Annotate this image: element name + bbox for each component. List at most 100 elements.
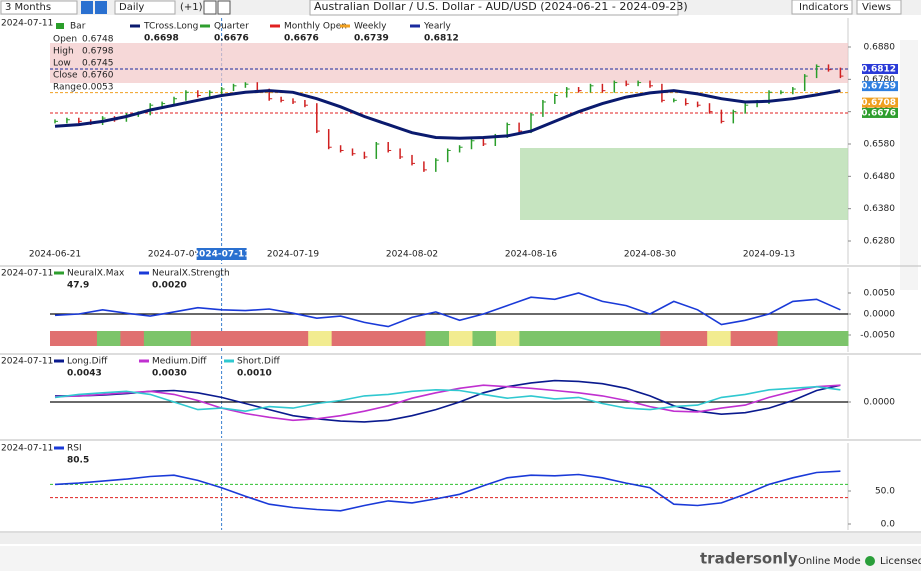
- x-tick-label: 2024-09-13: [743, 250, 795, 260]
- price-tag-label: 0.6708: [861, 98, 896, 108]
- signal-cell: [801, 331, 826, 346]
- legend-value: 0.6739: [354, 34, 389, 44]
- legend-value: 0.0020: [152, 281, 187, 291]
- cursor-date: 2024-07-11: [1, 444, 53, 454]
- price-tag-label: 0.6812: [861, 64, 896, 74]
- symbol-box[interactable]: [309, 0, 679, 16]
- signal-cell: [542, 331, 567, 346]
- legend-name: Medium.Diff: [152, 357, 207, 367]
- signal-cell: [636, 331, 661, 346]
- signal-cell: [472, 331, 497, 346]
- offset-text: (+1): [180, 2, 203, 13]
- signal-cell: [73, 331, 98, 346]
- legend-name: NeuralX.Strength: [152, 269, 230, 279]
- y-tick-label: 0.0000: [864, 398, 896, 408]
- legend-name: Monthly Open: [284, 22, 347, 32]
- indicator-line: [54, 385, 841, 413]
- zoom-out[interactable]: [95, 1, 107, 14]
- price-tag-label: 0.6759: [861, 82, 896, 92]
- legend-value: 80.5: [67, 456, 89, 466]
- signal-cell: [355, 331, 380, 346]
- status-bar: [0, 546, 921, 571]
- price-tag: [862, 97, 898, 108]
- signal-cell: [449, 331, 473, 346]
- legend-value: 0.0043: [67, 369, 102, 379]
- indicators-text: Indicators: [799, 2, 848, 13]
- signal-cell: [284, 331, 309, 346]
- range-select[interactable]: [0, 0, 78, 15]
- tool-column: [900, 40, 918, 290]
- signal-cell: [613, 331, 638, 346]
- signal-cell: [261, 331, 286, 346]
- tcross-line: [54, 89, 841, 140]
- signal-cell: [331, 331, 356, 346]
- y-tick-label: 0.6280: [864, 237, 896, 247]
- legend-name: TCross.Long: [143, 22, 198, 32]
- legend-name: Quarter: [214, 22, 249, 32]
- interval-select[interactable]: [114, 0, 176, 15]
- signal-cell: [589, 331, 614, 346]
- remove-button[interactable]: [217, 0, 231, 15]
- y-tick-label: 0.0: [881, 520, 896, 530]
- ohlc-label: High: [53, 47, 74, 57]
- legend-name: NeuralX.Max: [67, 269, 125, 279]
- cursor-date: 2024-07-11: [1, 357, 53, 367]
- views-button[interactable]: [856, 0, 902, 15]
- indicator-line: [55, 379, 841, 423]
- signal-cell: [730, 331, 755, 346]
- signal-cell: [519, 331, 544, 346]
- ohlc-label: Open: [53, 35, 77, 45]
- legend-value: 0.6812: [424, 34, 459, 44]
- y-tick-label: 0.0050: [864, 289, 896, 299]
- signal-cell: [378, 331, 403, 346]
- signal-cell: [143, 331, 168, 346]
- signal-cell: [402, 331, 427, 346]
- x-tick-label: 2024-08-30: [624, 250, 677, 260]
- signal-cell: [425, 331, 450, 346]
- brand-logo: tradersonly: [700, 550, 798, 568]
- zoom-in[interactable]: [81, 1, 93, 14]
- signal-cell: [120, 331, 145, 346]
- legend-value: 0.0030: [152, 369, 187, 379]
- add-button[interactable]: [203, 0, 217, 15]
- x-tick-label: 2024-08-16: [505, 250, 558, 260]
- legend-value: 0.6698: [144, 34, 179, 44]
- x-tick-label: 2024-07-05: [148, 250, 200, 260]
- interval-text: Daily: [119, 2, 144, 13]
- legend-value: 0.6676: [214, 34, 249, 44]
- y-tick-label: 0.6380: [864, 204, 896, 214]
- legend-name: Short.Diff: [237, 357, 280, 367]
- signal-cell: [754, 331, 779, 346]
- legend-name: Bar: [70, 22, 86, 32]
- signal-cell: [96, 331, 121, 346]
- scrollbar[interactable]: [0, 533, 921, 544]
- legend-value: 0.6676: [284, 34, 319, 44]
- price-tag-label: 0.6676: [861, 108, 896, 118]
- support-zone: [520, 148, 848, 220]
- y-tick-label: 50.0: [875, 487, 895, 497]
- indicator-line: [54, 292, 841, 328]
- mode-text: Online Mode: [798, 556, 861, 567]
- legend-name: Weekly: [354, 22, 387, 32]
- legend-swatch: [56, 23, 64, 29]
- symbol-title: Australian Dollar / U.S. Dollar - AUD/US…: [314, 0, 688, 13]
- y-tick-label: 0.6480: [864, 172, 896, 182]
- signal-cell: [50, 331, 74, 346]
- indicators-button[interactable]: [791, 0, 853, 15]
- y-tick-label: -0.0050: [860, 331, 895, 341]
- signal-cell: [824, 331, 849, 346]
- ohlc-label: Low: [53, 59, 71, 69]
- signal-cell: [683, 331, 708, 346]
- signal-cell: [495, 331, 520, 346]
- signal-cell: [214, 331, 239, 346]
- signal-cell: [566, 331, 591, 346]
- cursor-date: 2024-07-11: [1, 19, 53, 29]
- indicator-line: [54, 470, 841, 512]
- legend-name: RSI: [67, 444, 82, 454]
- legend-name: Long.Diff: [67, 357, 108, 367]
- y-tick-label: 0.6780: [864, 75, 896, 85]
- x-tick-label: 2024-06-21: [29, 250, 81, 260]
- resistance-zone: [50, 43, 848, 83]
